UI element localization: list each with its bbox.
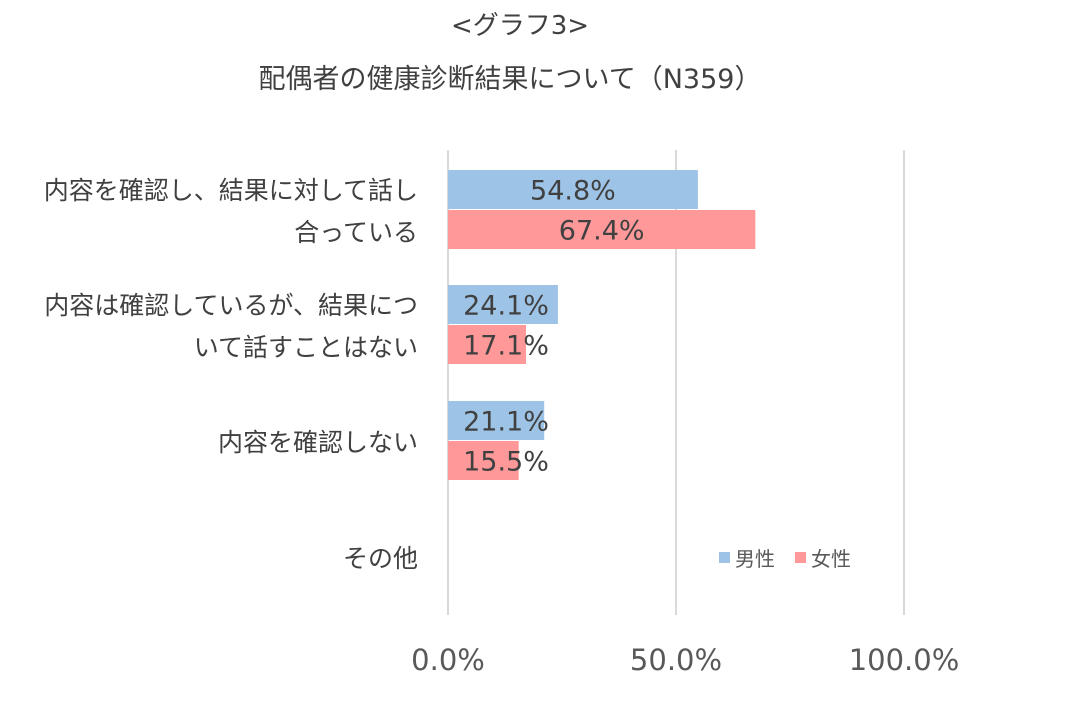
category-label-1-line0: 内容は確認しているが、結果につ	[44, 291, 418, 320]
category-label-3-line0: その他	[343, 544, 418, 573]
data-label-male-2: 21.1%	[463, 407, 549, 438]
category-label-0-line1: 合っている	[294, 218, 418, 247]
bar-male-0	[448, 170, 698, 209]
category-label-2-line0: 内容を確認しない	[218, 428, 418, 457]
data-label-female-2: 15.5%	[463, 447, 549, 478]
bar-female-0	[448, 210, 756, 249]
legend-label-female: 女性	[811, 547, 851, 571]
data-label-female-0: 67.4%	[559, 216, 645, 247]
data-label-male-0: 54.8%	[530, 176, 616, 207]
legend-swatch-male	[719, 552, 730, 563]
x-tick-label-1: 50.0%	[630, 643, 722, 677]
x-tick-labels: 0.0% 50.0% 100.0%	[411, 643, 959, 677]
legend-swatch-female	[795, 552, 806, 563]
bars: 54.8% 24.1% 21.1% 67.4% 17.1% 15.5%	[448, 170, 756, 480]
category-label-0-line0: 内容を確認し、結果に対して話し	[44, 176, 418, 205]
x-tick-label-0: 0.0%	[411, 643, 485, 677]
bar-male-2	[448, 401, 545, 440]
data-label-male-1: 24.1%	[463, 291, 549, 322]
chart-title-line2: 配偶者の健康診断結果について（N359）	[259, 64, 762, 95]
bar-male-1	[448, 285, 558, 324]
category-labels: 内容を確認し、結果に対して話し合っている内容は確認しているが、結果について話すこ…	[44, 176, 418, 573]
data-label-female-1: 17.1%	[463, 331, 549, 362]
legend: 男性 女性	[719, 547, 851, 571]
legend-label-male: 男性	[735, 547, 775, 571]
x-tick-label-2: 100.0%	[849, 643, 960, 677]
chart-title-line1: <グラフ3>	[451, 11, 589, 41]
bar-female-1	[448, 325, 526, 364]
category-label-1-line1: いて話すことはない	[194, 333, 418, 362]
bar-female-2	[448, 441, 519, 480]
